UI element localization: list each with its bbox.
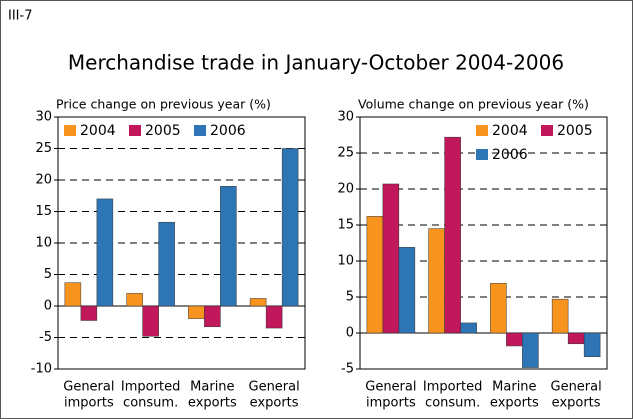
bar: [428, 228, 445, 334]
bar: [80, 305, 98, 321]
x-tick-label: exports: [188, 396, 237, 411]
x-tick-label: Imported: [121, 380, 180, 395]
legend-swatch: [64, 125, 76, 136]
bar: [96, 198, 114, 307]
x-tick-label: General: [249, 380, 300, 395]
x-tick-label: exports: [250, 396, 299, 411]
legend-label: 2004: [492, 123, 528, 139]
x-tick-label: imports: [366, 396, 416, 411]
x-tick-label: Imported: [423, 380, 482, 395]
legend-label: 2005: [145, 123, 181, 139]
bar: [249, 298, 267, 307]
bar: [583, 332, 601, 358]
bar: [506, 332, 523, 347]
y-tick-label: 10: [35, 236, 52, 251]
bar: [64, 282, 82, 307]
bar: [567, 332, 585, 345]
bar: [281, 148, 299, 307]
legend-label: 2004: [80, 123, 116, 139]
figure-label: III-7: [8, 9, 32, 24]
y-tick-label: 5: [346, 290, 354, 305]
y-axis-label: Volume change on previous year (%): [358, 97, 589, 112]
legend-label: 2006: [492, 147, 528, 163]
legend-label: 2006: [210, 123, 246, 139]
legend-label: 2005: [557, 123, 593, 139]
bar: [398, 247, 416, 334]
plot-frame: [57, 116, 306, 370]
bar: [382, 183, 400, 334]
y-tick-label: 0: [346, 326, 354, 341]
x-tick-label: General: [365, 380, 416, 395]
bar: [188, 305, 205, 319]
y-tick-label: -5: [39, 330, 52, 345]
legend-swatch: [476, 149, 488, 160]
bar: [366, 216, 384, 334]
y-tick-label: -5: [341, 362, 354, 377]
legend-swatch: [541, 125, 553, 136]
bar: [126, 293, 143, 307]
chart-title: Merchandise trade in January-October 200…: [68, 51, 564, 75]
bar: [460, 322, 477, 334]
x-tick-label: General: [63, 380, 114, 395]
y-tick-label: 30: [35, 110, 52, 125]
y-axis-label: Price change on previous year (%): [56, 97, 271, 112]
y-tick-label: 15: [337, 218, 354, 233]
legend-swatch: [194, 125, 206, 136]
x-tick-label: consum.: [425, 396, 480, 411]
x-tick-label: imports: [64, 396, 114, 411]
x-tick-label: Marine: [492, 380, 536, 395]
plot-frame: [359, 116, 608, 370]
bar: [444, 136, 461, 334]
bar: [490, 283, 507, 334]
x-tick-label: General: [551, 380, 602, 395]
y-tick-label: 0: [44, 299, 52, 314]
legend-swatch: [129, 125, 141, 136]
bar: [158, 221, 175, 307]
y-tick-label: 15: [35, 204, 52, 219]
y-tick-label: 20: [35, 173, 52, 188]
y-tick-label: 25: [337, 146, 354, 161]
x-tick-label: Marine: [190, 380, 234, 395]
legend-swatch: [476, 125, 488, 136]
bar: [522, 332, 539, 368]
y-tick-label: 25: [35, 141, 52, 156]
bar: [204, 305, 221, 328]
y-tick-label: 10: [337, 254, 354, 269]
bar: [142, 305, 159, 337]
bar: [551, 298, 569, 334]
x-tick-label: consum.: [123, 396, 178, 411]
y-tick-label: -10: [31, 362, 52, 377]
x-tick-label: exports: [490, 396, 539, 411]
bar: [265, 305, 283, 329]
y-tick-label: 5: [44, 267, 52, 282]
bar: [220, 186, 237, 307]
x-tick-label: exports: [552, 396, 601, 411]
y-tick-label: 20: [337, 182, 354, 197]
y-tick-label: 30: [337, 110, 354, 125]
